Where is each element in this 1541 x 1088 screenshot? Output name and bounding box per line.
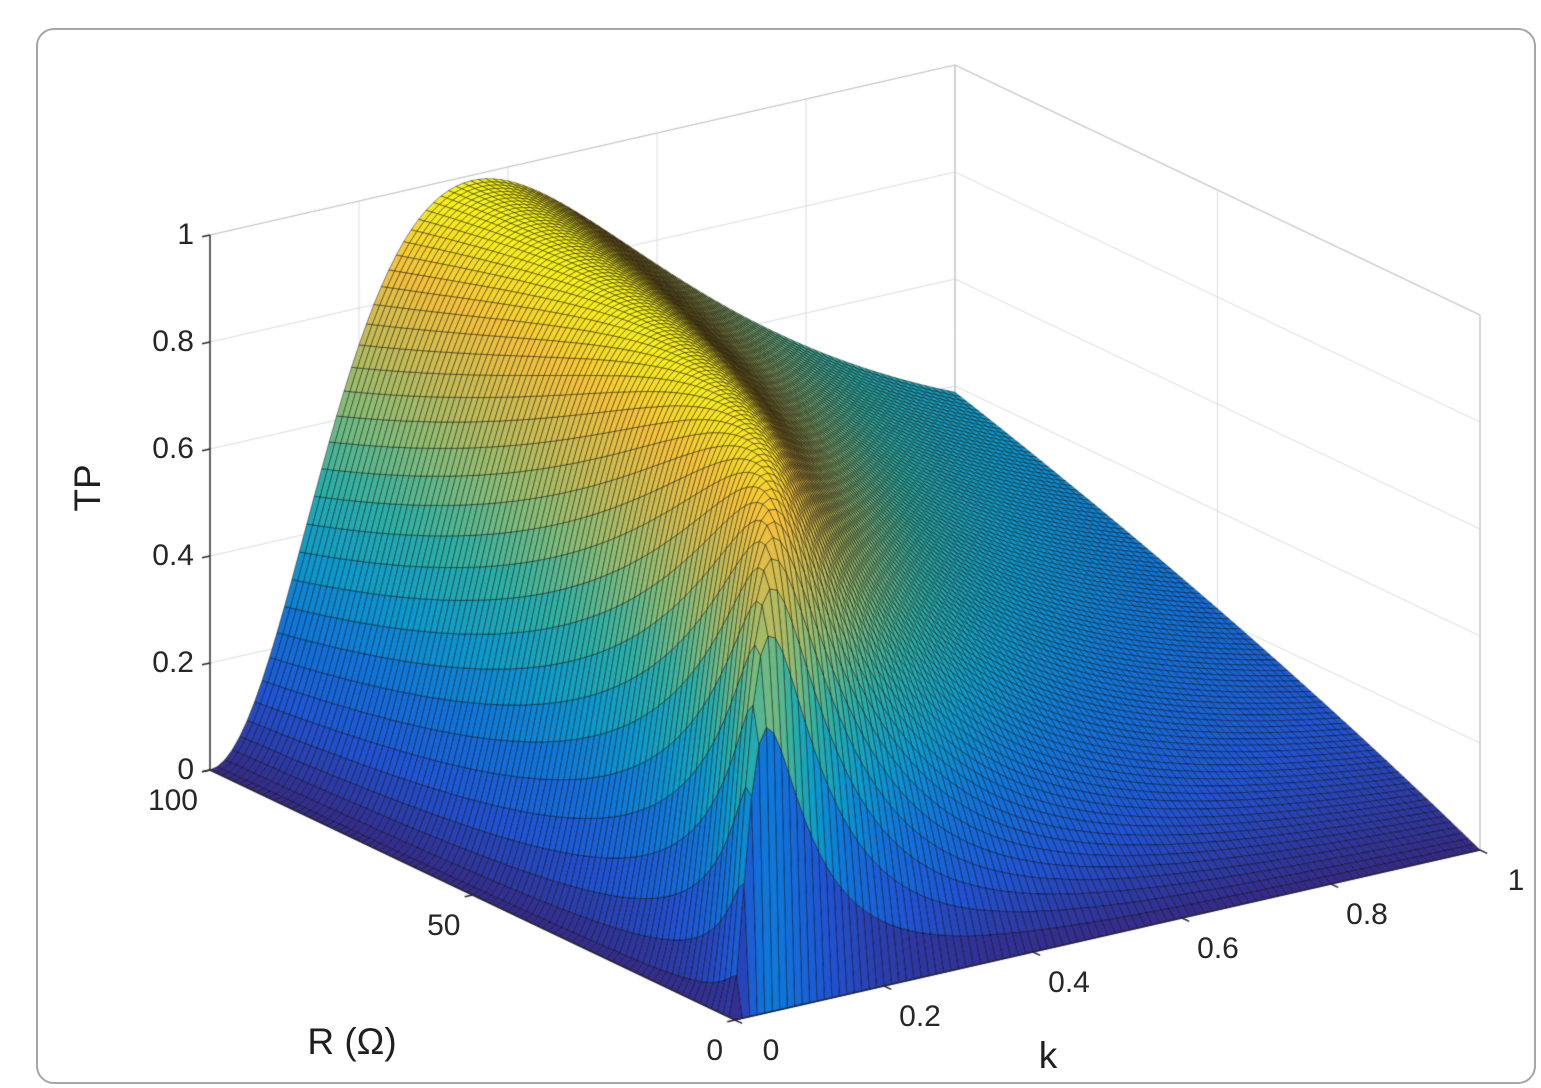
r-axis-label: R (Ω) (307, 1021, 397, 1062)
z-axis-label: TP (67, 464, 108, 512)
k-axis-label: k (1038, 1035, 1058, 1076)
